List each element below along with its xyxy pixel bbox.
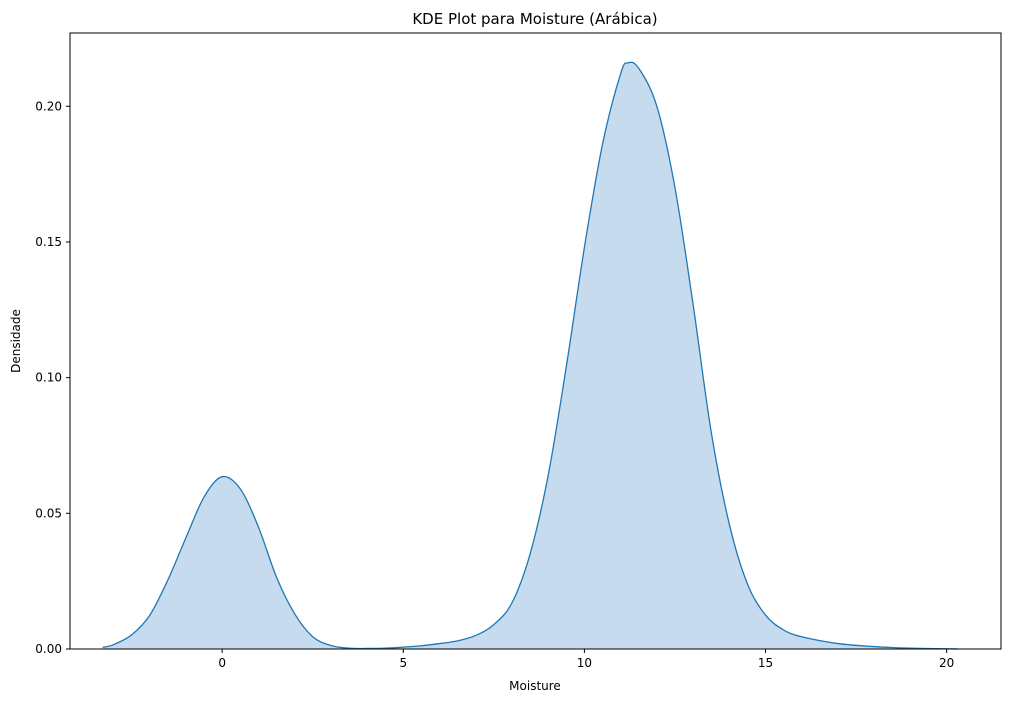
x-tick-label: 5 [399, 656, 407, 670]
y-tick-label: 0.05 [35, 506, 62, 520]
x-tick-label: 20 [939, 656, 954, 670]
kde-line-0 [102, 61, 958, 650]
kde-area-0 [102, 62, 958, 649]
y-tick-label: 0.20 [35, 99, 62, 113]
x-tick-label: 15 [758, 656, 773, 670]
plot-frame [69, 32, 1002, 650]
y-axis-label: Densidade [9, 309, 23, 373]
x-axis-label: Moisture [509, 679, 561, 693]
y-tick-label: 0.15 [35, 235, 62, 249]
x-tick-label: 10 [577, 656, 592, 670]
y-tick-label: 0.10 [35, 371, 62, 385]
chart-title: KDE Plot para Moisture (Arábica) [412, 10, 657, 28]
x-tick-label: 0 [218, 656, 226, 670]
y-tick-label: 0.00 [35, 642, 62, 656]
